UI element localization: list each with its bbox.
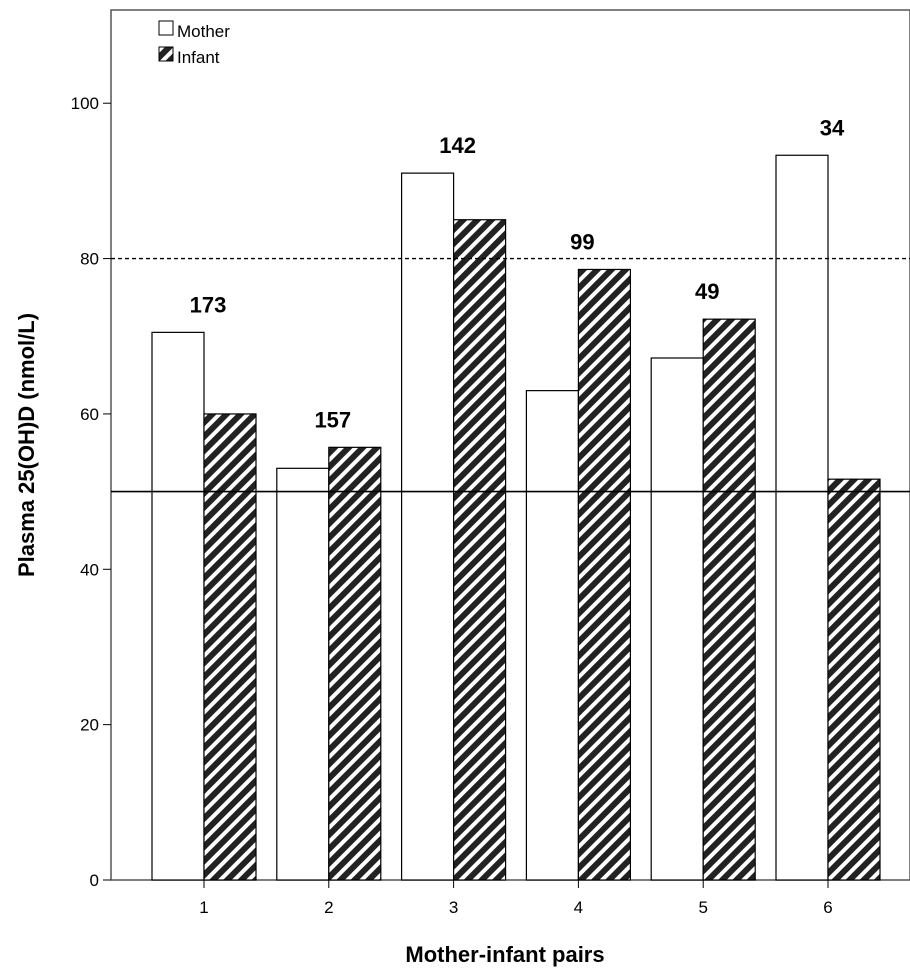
y-tick-label: 100 — [71, 94, 99, 113]
bar-annotation: 99 — [570, 229, 594, 254]
x-tick-label: 2 — [324, 898, 333, 917]
x-axis-title: Mother-infant pairs — [405, 942, 604, 967]
bar-mother — [401, 172, 455, 881]
bar-annotation: 49 — [695, 279, 719, 304]
bar-mother — [650, 357, 704, 881]
y-tick-label: 60 — [80, 405, 99, 424]
bars — [151, 154, 881, 881]
legend: Mother Infant — [158, 20, 230, 67]
bar-annotation: 157 — [314, 407, 351, 432]
bar-mother — [525, 390, 580, 881]
legend-swatch-infant — [158, 46, 174, 62]
reference-lines — [111, 257, 910, 493]
y-tick-label: 80 — [80, 250, 99, 269]
bar-infant — [203, 413, 257, 881]
bar-annotations: 173 157 142 99 49 34 — [190, 115, 845, 432]
bar-annotation: 173 — [190, 292, 227, 317]
y-tick-label: 20 — [80, 716, 99, 735]
bar-mother — [775, 154, 829, 881]
bar-annotation: 34 — [820, 115, 845, 140]
legend-label-infant: Infant — [177, 48, 220, 67]
x-tick-label: 5 — [698, 898, 707, 917]
plot-frame — [110, 9, 910, 881]
bar-infant — [702, 318, 756, 881]
x-tick-label: 3 — [449, 898, 458, 917]
y-axis: 0 20 40 60 80 100 — [71, 94, 111, 890]
plot-area — [110, 9, 910, 881]
bar-infant — [453, 219, 507, 881]
bar-mother — [276, 467, 330, 881]
x-tick-label: 1 — [199, 898, 208, 917]
bar-infant — [827, 478, 881, 881]
x-axis: 1 2 3 4 5 6 — [199, 880, 833, 917]
y-tick-label: 0 — [90, 871, 99, 890]
y-axis-title: Plasma 25(OH)D (nmol/L) — [14, 313, 39, 577]
bar-mother — [151, 331, 205, 881]
bar-infant — [577, 268, 632, 881]
legend-swatch-mother — [158, 20, 174, 36]
legend-label-mother: Mother — [177, 22, 230, 41]
bar-annotation: 142 — [439, 133, 476, 158]
y-tick-label: 40 — [80, 560, 99, 579]
x-tick-label: 6 — [823, 898, 832, 917]
x-tick-label: 4 — [574, 898, 583, 917]
bar-infant — [328, 446, 382, 881]
